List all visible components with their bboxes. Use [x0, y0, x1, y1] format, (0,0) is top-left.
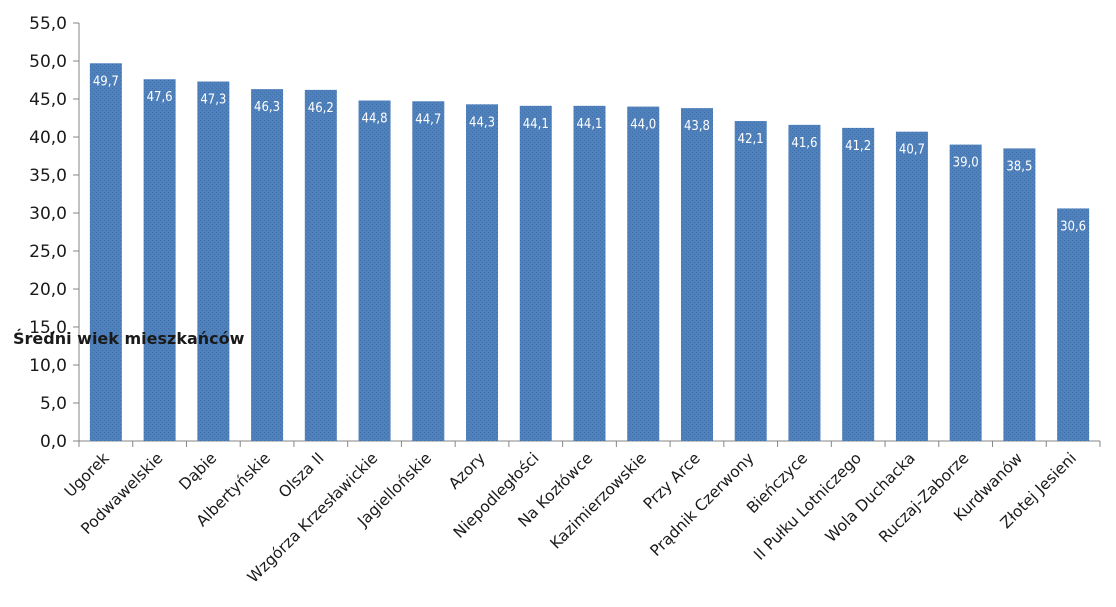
y-tick-label: 10,0	[29, 356, 67, 376]
data-label: 30,6	[1060, 219, 1086, 234]
y-tick-label: 25,0	[29, 242, 67, 262]
data-label: 49,7	[93, 74, 119, 89]
bar	[251, 89, 284, 442]
bar	[842, 127, 875, 441]
data-label: 44,3	[469, 115, 495, 130]
axes: 0,0 5,0 10,0 15,0 20,0 25,0 30,0 35,0 40,0 45,0 50…	[29, 14, 1101, 452]
bar	[89, 63, 122, 441]
data-label: 38,5	[1006, 159, 1032, 174]
data-label: 41,2	[845, 139, 871, 154]
y-tick-label: 5,0	[40, 394, 67, 414]
bar	[197, 81, 230, 442]
bar	[466, 104, 499, 441]
category-label: Kazimierzowskie	[547, 449, 650, 552]
y-axis-label: Średni wiek mieszkańców	[13, 329, 245, 348]
data-label: 46,3	[254, 100, 280, 115]
bar	[734, 121, 767, 441]
data-label: 44,8	[362, 112, 388, 127]
y-tick-label: 50,0	[29, 52, 67, 72]
data-label: 41,6	[791, 136, 817, 151]
bar	[143, 79, 176, 442]
data-label: 40,7	[899, 143, 925, 158]
bar	[680, 108, 713, 442]
data-label: 47,6	[147, 90, 173, 105]
bar	[895, 131, 928, 441]
data-label: 46,2	[308, 101, 334, 116]
data-label: 44,0	[630, 118, 656, 133]
bar	[358, 100, 391, 442]
data-label: 39,0	[953, 156, 979, 171]
category-label: Ruczaj-Zaborze	[875, 449, 972, 546]
bar	[949, 144, 982, 441]
bar	[573, 105, 606, 441]
data-label: 44,7	[415, 112, 441, 127]
bar	[1057, 208, 1090, 441]
category-label: Azory	[445, 449, 489, 493]
data-label: 43,8	[684, 119, 710, 134]
data-label: 44,1	[523, 117, 549, 132]
y-tick-label: 45,0	[29, 90, 67, 110]
bar	[627, 106, 660, 441]
y-tick-label: 0,0	[40, 432, 67, 452]
bars	[89, 63, 1090, 442]
bar	[412, 101, 445, 441]
category-label: Dąbie	[176, 449, 221, 494]
category-label: Prądnik Czerwony	[647, 449, 758, 560]
data-label: 47,3	[200, 93, 226, 108]
y-tick-label: 20,0	[29, 280, 67, 300]
y-tick-label: 15,0	[29, 318, 67, 338]
category-label: Olsza II	[275, 449, 328, 502]
bar	[304, 89, 337, 441]
y-tick-label: 30,0	[29, 204, 67, 224]
y-tick-label: 35,0	[29, 166, 67, 186]
category-label: Ugorek	[61, 449, 113, 501]
data-label: 44,1	[576, 117, 602, 132]
y-tick-label: 55,0	[29, 14, 67, 34]
y-tick-label: 40,0	[29, 128, 67, 148]
bar	[1003, 148, 1036, 441]
bar	[788, 124, 821, 441]
data-label: 42,1	[738, 132, 764, 147]
bar	[519, 105, 552, 441]
